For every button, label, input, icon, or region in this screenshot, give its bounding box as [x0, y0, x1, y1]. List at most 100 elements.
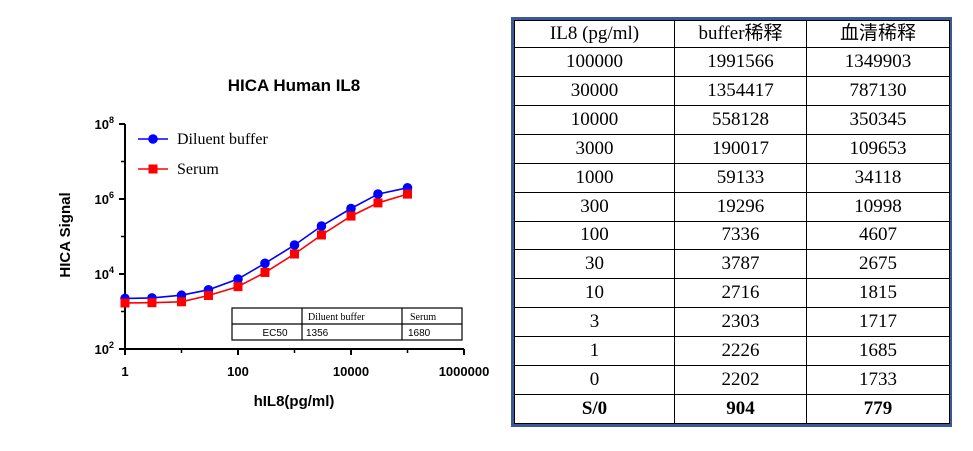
data-point-diluent-buffer: [346, 203, 356, 214]
legend-marker: [148, 164, 158, 174]
table-cell: 59133: [674, 162, 807, 193]
table-row: 300 19296 10998: [514, 191, 950, 222]
x-axis-label: hIL8(pg/ml): [254, 393, 335, 410]
table-cell: 1349903: [806, 47, 950, 77]
table-cell: 100: [514, 220, 675, 251]
data-point-serum: [290, 249, 299, 259]
data-point-serum: [260, 267, 270, 277]
y-axis-label: HICA Signal: [57, 192, 74, 277]
table-cell: 30: [514, 249, 675, 280]
table-cell: 1733: [806, 365, 950, 396]
table-cell: 2303: [674, 307, 807, 338]
table-cell: 7336: [674, 220, 807, 251]
table-summary-cell: 779: [806, 394, 950, 424]
data-point-diluent-buffer: [233, 274, 243, 284]
y-tick-exponent: 8: [109, 115, 114, 125]
table-cell: 1685: [806, 336, 950, 367]
table-cell: 2202: [674, 365, 807, 396]
y-tick-base: 10: [95, 117, 109, 132]
inset-header: Serum: [410, 312, 436, 323]
table-cell: 19296: [674, 191, 807, 222]
table-body: 100000 1991566 1349903 30000 1354417 787130 10…: [514, 47, 950, 424]
chart-panel: HICA Human IL8 HICA Signal hIL8(pg/ml) 1…: [57, 76, 490, 410]
table-row: 30 3787 2675: [514, 249, 950, 280]
table-row: 100000 1991566 1349903: [514, 47, 950, 77]
table-cell: 190017: [674, 133, 807, 164]
series-line-diluent-buffer: [124, 187, 408, 300]
table-cell: 109653: [806, 133, 950, 164]
table-row: 0 2202 1733: [514, 365, 950, 396]
table-cell: 0: [514, 365, 675, 396]
table-row: 1 2226 1685: [514, 336, 950, 367]
x-tick-label: 100: [227, 364, 249, 379]
table-summary-cell: S/0: [514, 394, 675, 424]
data-point-serum: [177, 297, 186, 307]
data-point-serum: [203, 290, 213, 300]
y-tick-base: 10: [95, 267, 109, 282]
table-row: 3 2303 1717: [514, 307, 950, 338]
table-summary-row: S/0 904 779: [514, 394, 950, 424]
data-point-diluent-buffer: [316, 221, 327, 231]
data-point-serum: [233, 282, 243, 292]
table-cell: 300: [514, 191, 675, 222]
legend: Diluent buffer Serum: [138, 131, 268, 178]
y-tick-base: 10: [95, 192, 109, 207]
data-point-diluent-buffer: [260, 258, 270, 269]
table-cell: 3787: [674, 249, 807, 280]
table-cell: 1354417: [674, 75, 807, 106]
inset-header: Diluent buffer: [308, 312, 365, 323]
table-cell: 2716: [674, 278, 807, 309]
table-row: 10 2716 1815: [514, 278, 950, 309]
table-cell: 4607: [806, 220, 950, 251]
series-line-serum: [124, 193, 408, 304]
series-layer: [120, 182, 413, 308]
data-table: IL8 (pg/ml) buffer稀释 血清稀释 100000 1991566 1…: [514, 20, 950, 424]
table-row: 30000 1354417 787130: [514, 75, 950, 106]
table-cell: 1000: [514, 162, 675, 193]
data-table-panel: IL8 (pg/ml) buffer稀释 血清稀释 100000 1991566 1…: [511, 17, 952, 427]
inset-cell: EC50: [262, 328, 287, 339]
y-tick-exponent: 6: [109, 190, 114, 200]
table-header-buffer: buffer稀释: [674, 20, 807, 48]
chart-svg: HICA Human IL8 HICA Signal hIL8(pg/ml) 1…: [57, 76, 490, 410]
data-point-serum: [316, 230, 326, 240]
table-cell: 30000: [514, 75, 675, 106]
x-tick-label: 1: [121, 364, 128, 379]
x-tick-label: 1000000: [439, 364, 490, 379]
table-cell: 34118: [806, 162, 950, 193]
data-point-serum: [120, 298, 130, 308]
inset-cell: 1356: [306, 328, 329, 339]
table-cell: 787130: [806, 75, 950, 106]
y-tick-exponent: 4: [109, 265, 114, 275]
y-tick-label: 108: [95, 115, 114, 132]
table-cell: 1717: [806, 307, 950, 338]
table-cell: 1815: [806, 278, 950, 309]
data-point-diluent-buffer: [289, 240, 300, 250]
data-point-serum: [373, 198, 383, 208]
y-tick-label: 104: [95, 265, 114, 282]
x-tick-label: 10000: [333, 364, 369, 379]
inset-cell: 1680: [408, 328, 431, 339]
table-cell: 10: [514, 278, 675, 309]
ec50-inset-table: Diluent buffer Serum EC50 1356 1680: [231, 307, 463, 341]
y-tick-base: 10: [95, 342, 109, 357]
table-cell: 558128: [674, 104, 807, 135]
table-row: 1000 59133 34118: [514, 162, 950, 193]
data-point-diluent-buffer: [373, 189, 383, 199]
table-cell: 2226: [674, 336, 807, 367]
legend-label: Serum: [177, 161, 219, 178]
y-tick-label: 102: [95, 340, 114, 357]
table-row: 100 7336 4607: [514, 220, 950, 251]
table-row: 10000 558128 350345: [514, 104, 950, 135]
data-point-serum: [403, 189, 412, 199]
data-point-serum: [346, 211, 356, 221]
chart-title: HICA Human IL8: [228, 76, 361, 95]
table-cell: 10000: [514, 104, 675, 135]
table-cell: 100000: [514, 47, 675, 77]
y-tick-label: 106: [95, 190, 114, 207]
table-cell: 3: [514, 307, 675, 338]
table-header-serum: 血清稀释: [806, 20, 950, 48]
table-cell: 1991566: [674, 47, 807, 77]
table-cell: 2675: [806, 249, 950, 280]
